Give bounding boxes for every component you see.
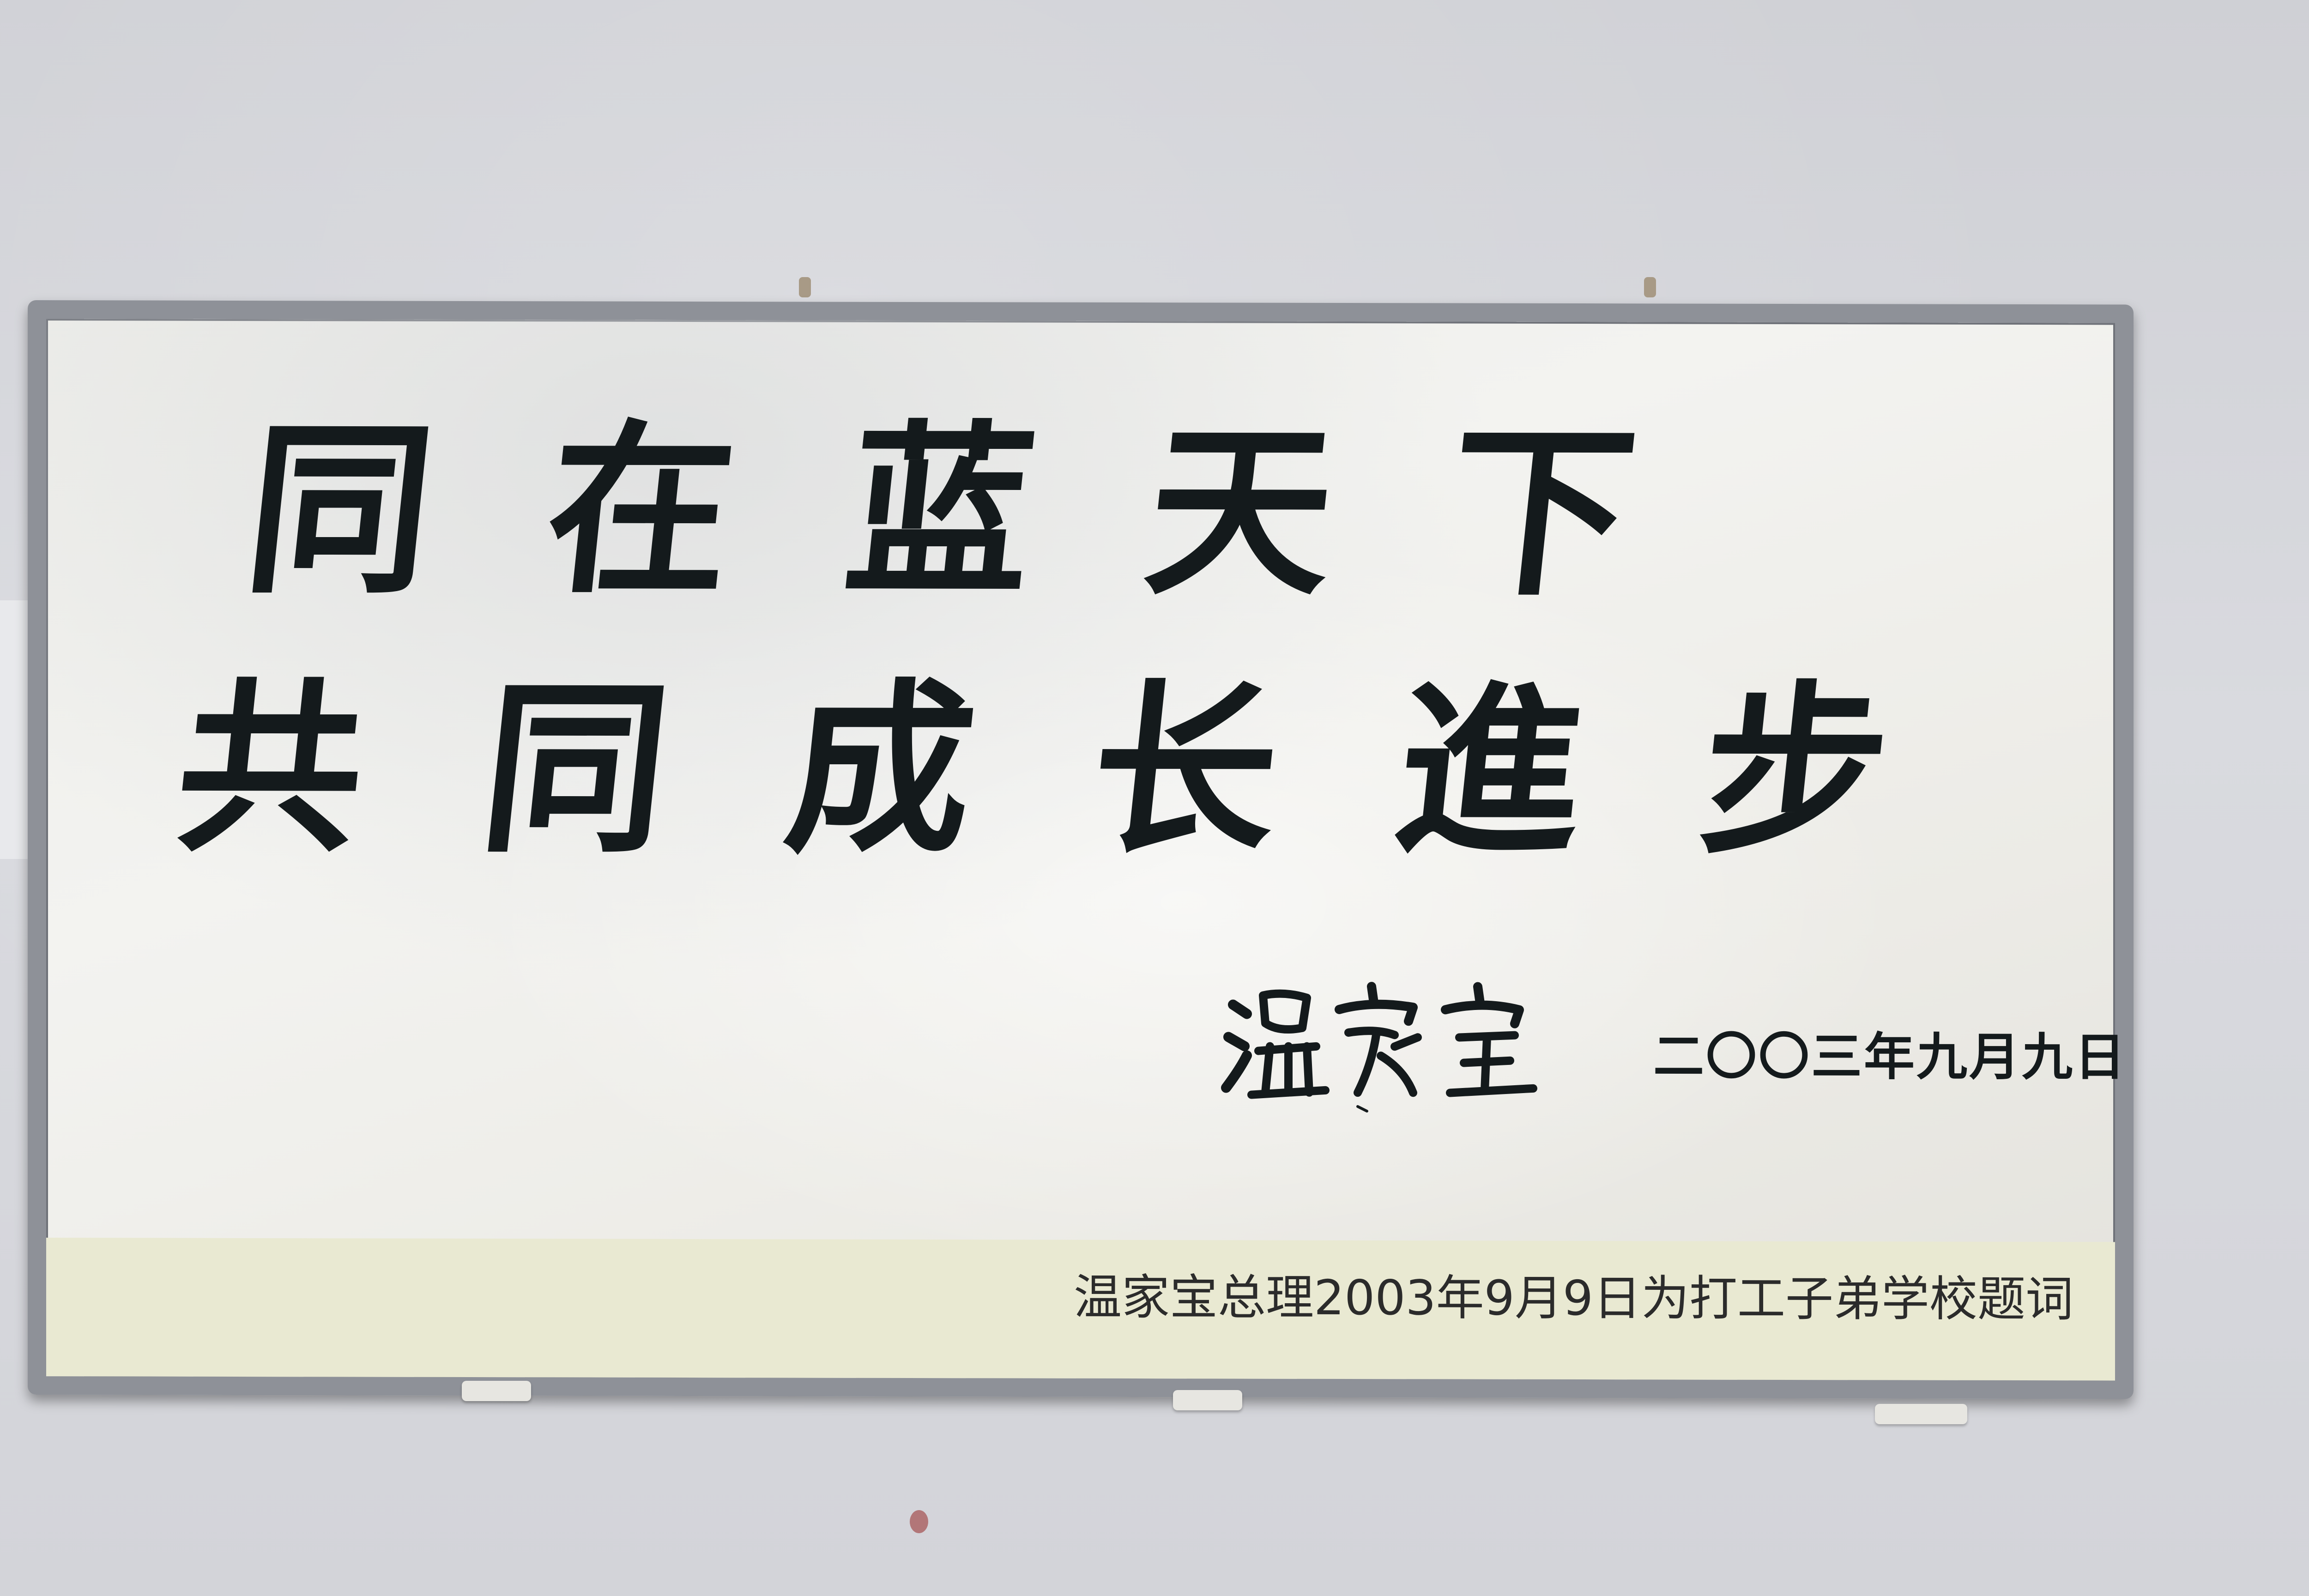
framed-board: 同在蓝天下 共同成长進步 二〇〇三年九月九日 温家宝总理2003年9月9日为打工… bbox=[28, 300, 2134, 1399]
caption-text: 温家宝总理2003年9月9日为打工子弟学校题词 bbox=[1073, 1269, 2073, 1328]
wall-stain bbox=[910, 1510, 928, 1533]
calligraphy-line-1: 同在蓝天下 bbox=[236, 401, 1760, 622]
calligraphy-line-2: 共同成长進步 bbox=[167, 659, 2019, 881]
tape-clip bbox=[462, 1381, 531, 1401]
signature bbox=[1219, 977, 1570, 1116]
wall-hook bbox=[1644, 277, 1656, 297]
tape-clip bbox=[1875, 1404, 1967, 1424]
caption-band: 温家宝总理2003年9月9日为打工子弟学校题词 bbox=[46, 1238, 2115, 1381]
signature-date: 二〇〇三年九月九日 bbox=[1653, 1026, 2127, 1087]
tape-clip bbox=[1173, 1390, 1242, 1410]
signature-strokes bbox=[1221, 982, 1537, 1113]
wall-hook bbox=[799, 277, 811, 297]
